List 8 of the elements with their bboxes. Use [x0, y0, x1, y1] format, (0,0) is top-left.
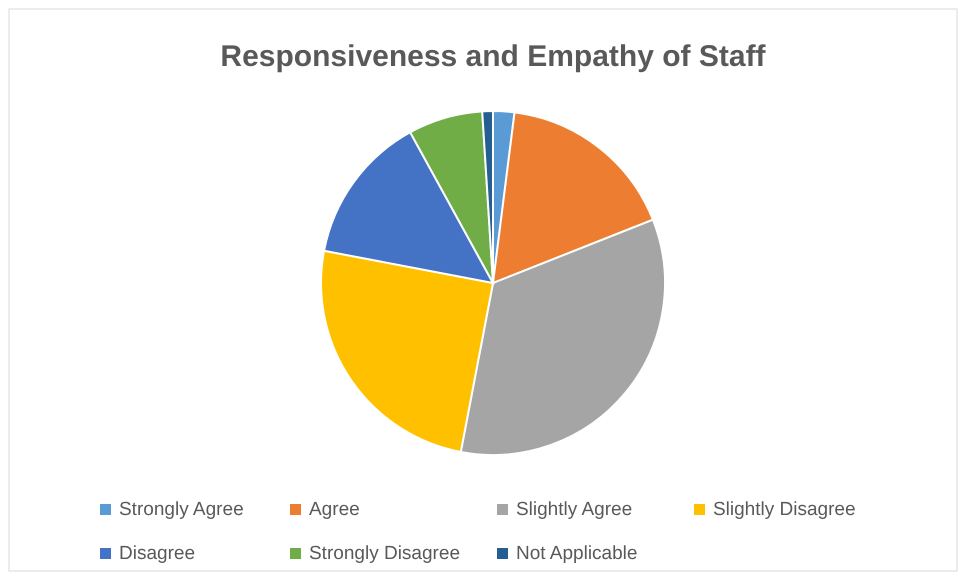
- legend-label: Not Applicable: [516, 543, 638, 564]
- legend-label: Slightly Agree: [516, 499, 632, 520]
- legend-label: Slightly Disagree: [713, 499, 856, 520]
- legend-label: Disagree: [119, 543, 196, 564]
- legend-label: Strongly Agree: [119, 499, 244, 520]
- chart-title: Responsiveness and Empathy of Staff: [220, 40, 767, 73]
- legend-label: Agree: [309, 499, 360, 520]
- legend-label: Strongly Disagree: [309, 543, 460, 564]
